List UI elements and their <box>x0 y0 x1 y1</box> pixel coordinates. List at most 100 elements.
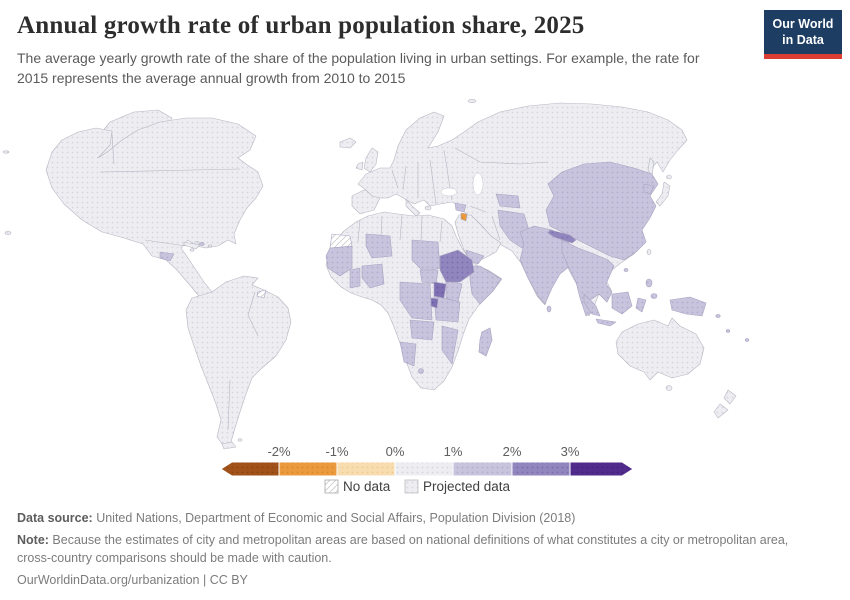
data-source-text: United Nations, Department of Economic a… <box>92 511 576 525</box>
region-lesotho[interactable] <box>418 368 424 374</box>
note-label: Note: <box>17 533 49 548</box>
region-fiji[interactable] <box>744 338 750 342</box>
region-french-guiana[interactable] <box>256 289 267 299</box>
region-ireland[interactable] <box>355 161 364 171</box>
region-nepal[interactable] <box>547 229 577 244</box>
region-svalbard[interactable] <box>467 99 477 103</box>
legend-tick: 2% <box>503 444 522 459</box>
region-puerto-rico[interactable] <box>207 244 213 248</box>
region-rwanda-burundi[interactable] <box>430 297 439 309</box>
legend-tick: 1% <box>444 444 463 459</box>
choropleth-overlays[interactable] <box>159 161 750 374</box>
region-western-sahara[interactable] <box>329 233 353 249</box>
projected-data-label: Projected data <box>423 479 511 494</box>
region-taiwan[interactable] <box>646 249 652 255</box>
region-philippines-mindanao[interactable] <box>650 293 658 299</box>
legend-bin-minus1-0[interactable] <box>336 461 396 477</box>
region-new-zealand-south[interactable] <box>713 403 729 419</box>
data-source-label: Data source: <box>17 511 93 525</box>
region-iceland[interactable] <box>339 137 357 149</box>
legend-bin-1-2[interactable] <box>452 461 513 477</box>
no-data-swatch[interactable] <box>324 479 339 494</box>
region-central-asia[interactable] <box>495 193 521 209</box>
region-japan[interactable] <box>655 181 671 207</box>
projected-data-swatch[interactable] <box>404 479 419 494</box>
region-sri-lanka[interactable] <box>546 305 552 313</box>
region-italy[interactable] <box>405 198 421 217</box>
chart-header: Annual growth rate of urban population s… <box>17 12 767 89</box>
region-tierra-del-fuego[interactable] <box>221 441 237 450</box>
region-jamaica[interactable] <box>189 248 195 252</box>
region-dominican-republic[interactable] <box>199 242 205 246</box>
region-new-guinea[interactable] <box>669 296 707 317</box>
region-dr-congo[interactable] <box>399 281 433 321</box>
no-data-label: No data <box>343 479 391 494</box>
region-sumatra[interactable] <box>583 293 601 317</box>
legend-tick-labels: -2% -1% 0% 1% 2% 3% <box>267 444 579 459</box>
legend-bin-minus2-minus1[interactable] <box>278 461 338 477</box>
page-title: Annual growth rate of urban population s… <box>17 12 585 39</box>
region-tanzania[interactable] <box>433 295 461 323</box>
region-north-america[interactable] <box>45 117 264 301</box>
region-solomon-islands[interactable] <box>715 314 721 318</box>
citation-link[interactable]: OurWorldinData.org/urbanization | CC BY <box>17 573 248 588</box>
region-australia[interactable] <box>615 317 705 381</box>
region-syria[interactable] <box>454 202 467 213</box>
inland-seas <box>440 172 484 197</box>
region-tasmania[interactable] <box>665 385 673 391</box>
region-niger[interactable] <box>365 233 393 259</box>
legend-bin-0-1[interactable] <box>394 461 454 477</box>
region-somalia[interactable] <box>469 265 502 305</box>
region-hainan[interactable] <box>623 268 629 272</box>
legend-extra-keys: No data Projected data <box>324 479 511 494</box>
region-falkland-islands[interactable] <box>237 438 243 442</box>
legend-tick: -1% <box>325 444 349 459</box>
region-madagascar-fill[interactable] <box>478 327 493 357</box>
chart-footer: Data source: United Nations, Department … <box>17 509 817 594</box>
region-java[interactable] <box>595 318 617 327</box>
region-uganda[interactable] <box>433 281 447 299</box>
region-namibia[interactable] <box>399 341 417 367</box>
owid-logo[interactable]: Our World in Data <box>764 10 842 60</box>
region-borneo[interactable] <box>611 291 633 315</box>
owid-logo-line2: in Data <box>782 32 824 47</box>
country-border-lines <box>99 133 549 431</box>
region-mozambique[interactable] <box>441 325 459 365</box>
region-south-sudan[interactable] <box>419 269 439 285</box>
region-cuba[interactable] <box>183 241 201 250</box>
region-north-korea[interactable] <box>643 183 655 195</box>
region-zambia[interactable] <box>409 319 435 341</box>
region-china[interactable] <box>545 161 659 261</box>
region-ethiopia[interactable] <box>439 249 475 283</box>
legend-tick: -2% <box>267 444 291 459</box>
legend-tick: 3% <box>561 444 580 459</box>
region-hawaii[interactable] <box>4 231 12 235</box>
region-greece[interactable] <box>424 205 432 211</box>
legend-color-bar[interactable] <box>220 461 634 477</box>
subtitle-line-1: The average yearly growth rate of the sh… <box>17 50 700 66</box>
region-honduras[interactable] <box>159 251 175 262</box>
region-ghana-benin[interactable] <box>349 267 361 289</box>
region-nigeria[interactable] <box>361 263 385 289</box>
region-hokkaido[interactable] <box>666 174 672 180</box>
world-choropleth-map[interactable]: -2% -1% 0% 1% 2% 3% No data Projected da… <box>0 95 850 500</box>
world-map-container: -2% -1% 0% 1% 2% 3% No data Projected da… <box>0 95 850 500</box>
region-south-america[interactable] <box>185 275 292 446</box>
region-vanuatu[interactable] <box>725 329 731 333</box>
region-haiti[interactable] <box>194 241 200 245</box>
region-united-kingdom[interactable] <box>363 147 379 173</box>
note-text: Because the estimates of city and metrop… <box>17 533 789 566</box>
region-sulawesi[interactable] <box>635 297 647 313</box>
legend-bin-2-3[interactable] <box>511 461 571 477</box>
legend-bin-below-minus2[interactable] <box>220 461 280 477</box>
region-aleutians[interactable] <box>2 150 10 154</box>
region-southeast-asia[interactable] <box>561 239 615 317</box>
legend-bin-above-3[interactable] <box>569 461 634 477</box>
data-source-line: Data source: United Nations, Department … <box>17 509 817 527</box>
region-mauritania-senegal[interactable] <box>325 245 353 277</box>
map-legend: -2% -1% 0% 1% 2% 3% No data Projected da… <box>220 444 634 494</box>
region-new-zealand-north[interactable] <box>723 389 737 405</box>
legend-tick: 0% <box>386 444 405 459</box>
region-jordan[interactable] <box>460 212 468 222</box>
region-philippines-luzon[interactable] <box>645 278 653 288</box>
